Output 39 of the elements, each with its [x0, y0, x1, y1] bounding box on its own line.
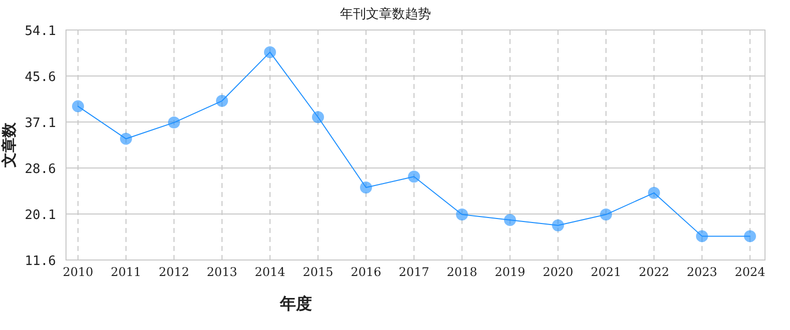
- x-tick-label: 2015: [302, 265, 334, 279]
- point: [456, 208, 468, 221]
- x-tick-label: 2024: [734, 265, 766, 279]
- point: [216, 94, 228, 107]
- x-tick-label: 2017: [398, 265, 430, 279]
- point: [552, 219, 564, 232]
- y-tick-label: 54.1: [24, 24, 56, 39]
- point: [168, 116, 180, 129]
- y-tick-label: 20.1: [24, 208, 56, 223]
- point: [600, 208, 612, 221]
- x-tick-label: 2022: [638, 265, 670, 279]
- y-tick-label: 37.1: [24, 116, 56, 131]
- y-axis-title: 文章数: [0, 122, 18, 168]
- point: [744, 230, 756, 242]
- chart-title: 年刊文章数趋势: [340, 7, 431, 22]
- point: [408, 170, 420, 183]
- point: [120, 132, 132, 145]
- x-tick-label: 2019: [494, 265, 526, 279]
- point: [72, 100, 84, 112]
- point: [264, 46, 276, 58]
- point: [648, 186, 660, 199]
- point: [504, 214, 516, 226]
- x-axis-title: 年度: [279, 294, 312, 313]
- x-tick-label: 2021: [590, 265, 622, 279]
- x-tick-label: 2014: [254, 265, 286, 279]
- x-tick-label: 2011: [110, 265, 142, 279]
- x-tick-label: 2018: [446, 265, 478, 279]
- x-tick-label: 2023: [686, 265, 718, 279]
- point: [696, 230, 708, 242]
- y-tick-label: 45.6: [24, 70, 56, 85]
- x-tick-label: 2012: [158, 265, 190, 279]
- x-tick-label: 2016: [350, 265, 382, 279]
- point: [312, 111, 324, 124]
- y-tick-label: 11.6: [24, 254, 56, 269]
- x-tick-label: 2010: [62, 265, 94, 279]
- x-tick-label: 2020: [542, 265, 574, 279]
- x-tick-label: 2013: [206, 265, 238, 279]
- y-tick-label: 28.6: [24, 162, 56, 177]
- point: [360, 181, 372, 194]
